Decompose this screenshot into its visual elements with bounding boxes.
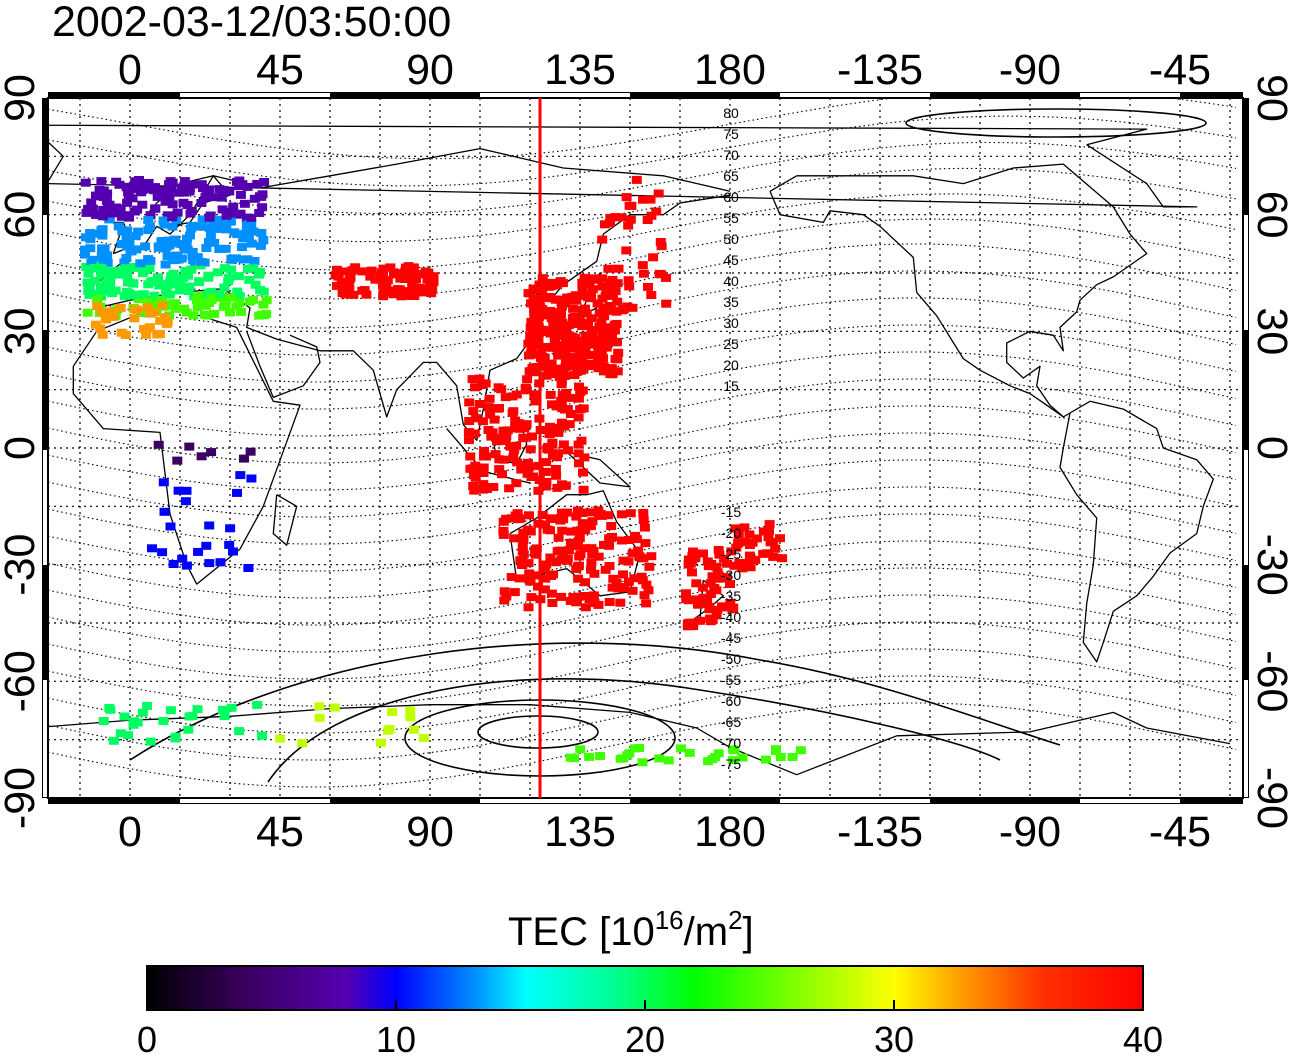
contour-label: -20 — [721, 525, 741, 541]
contour-label: -25 — [721, 546, 741, 562]
contour-label: 45 — [723, 252, 739, 268]
latitude-axis-right: 90 60 30 0 -30 -60 -90 — [1248, 74, 1292, 829]
tec-data-points — [80, 175, 806, 767]
contour-label: 70 — [723, 147, 739, 163]
lat-tick-left: -90 — [0, 767, 44, 829]
contour-label: 40 — [723, 273, 739, 289]
lon-tick-top: 90 — [406, 46, 454, 94]
colorbar-label: TEC [1016/m2] — [508, 905, 754, 954]
contour-label: -65 — [721, 714, 741, 730]
longitude-axis-bottom: 0 45 90 135 180 -135 -90 -45 — [118, 808, 1211, 856]
lon-tick-bottom: 135 — [544, 808, 616, 856]
contour-label: -30 — [721, 567, 741, 583]
colorbar-tick-label: 30 — [874, 1019, 914, 1057]
lon-tick-bottom: -45 — [1149, 808, 1211, 856]
contour-label: 20 — [723, 357, 739, 373]
lon-tick-top: -45 — [1149, 46, 1211, 94]
colorbar-tick-label: 10 — [376, 1019, 416, 1057]
contour-label: 60 — [723, 189, 739, 205]
lat-tick-left: 30 — [0, 307, 44, 355]
latitude-axis-left: 90 60 30 0 -30 -60 -90 — [0, 74, 44, 829]
lon-tick-bottom: -90 — [999, 808, 1061, 856]
lon-tick-bottom: 90 — [406, 808, 454, 856]
lat-tick-left: -30 — [0, 534, 44, 596]
lat-tick-right: 0 — [1248, 436, 1292, 460]
contour-label: -35 — [721, 588, 741, 604]
lon-tick-top: 180 — [694, 46, 766, 94]
contour-label: 50 — [723, 231, 739, 247]
lon-tick-bottom: 0 — [118, 808, 142, 856]
magnetic-contours — [48, 98, 1237, 788]
lat-tick-left: -60 — [0, 650, 44, 712]
colorbar-ticks: 0 10 20 30 40 — [137, 1000, 1163, 1057]
lon-tick-bottom: 180 — [694, 808, 766, 856]
lat-tick-left: 0 — [0, 436, 44, 460]
lat-tick-right: -30 — [1248, 534, 1292, 596]
colorbar: TEC [1016/m2] 0 10 20 30 40 — [137, 905, 1163, 1057]
contour-label: -55 — [721, 672, 741, 688]
contour-label: 30 — [723, 315, 739, 331]
colorbar-tick-label: 20 — [625, 1019, 665, 1057]
contour-label: 65 — [723, 168, 739, 184]
contour-label: -50 — [721, 651, 741, 667]
lon-tick-top: 45 — [256, 46, 304, 94]
lon-tick-top: -90 — [999, 46, 1061, 94]
map-plot-area — [48, 98, 1243, 798]
lon-tick-top: -135 — [837, 46, 923, 94]
contour-label: -45 — [721, 630, 741, 646]
lat-tick-right: 30 — [1248, 307, 1292, 355]
colorbar-tick-label: 0 — [137, 1019, 157, 1057]
contour-label: 25 — [723, 336, 739, 352]
map-title: 2002-03-12/03:50:00 — [52, 0, 451, 46]
lat-tick-right: 90 — [1248, 74, 1292, 122]
contour-label: -15 — [721, 504, 741, 520]
contour-label: 55 — [723, 210, 739, 226]
contour-label: -40 — [721, 609, 741, 625]
lat-tick-left: 60 — [0, 191, 44, 239]
contour-label-column: 80 75 70 65 60 55 50 45 40 35 30 25 20 15 -15 -20 -25 -30… — [721, 105, 741, 772]
lon-tick-bottom: -135 — [837, 808, 923, 856]
contour-label: 75 — [723, 126, 739, 142]
contour-label: -70 — [721, 735, 741, 751]
longitude-axis-top: 0 45 90 135 180 -135 -90 -45 — [118, 46, 1211, 94]
contour-label: 15 — [723, 378, 739, 394]
contour-label: 35 — [723, 294, 739, 310]
contour-label: -60 — [721, 693, 741, 709]
lat-tick-right: 60 — [1248, 191, 1292, 239]
lat-tick-right: -60 — [1248, 650, 1292, 712]
lon-tick-bottom: 45 — [256, 808, 304, 856]
lon-tick-top: 135 — [544, 46, 616, 94]
colorbar-tick-label: 40 — [1123, 1019, 1163, 1057]
lat-tick-right: -90 — [1248, 767, 1292, 829]
contour-label: -75 — [721, 756, 741, 772]
contour-label: 80 — [723, 105, 739, 121]
lon-tick-top: 0 — [118, 46, 142, 94]
lat-tick-left: 90 — [0, 74, 44, 122]
